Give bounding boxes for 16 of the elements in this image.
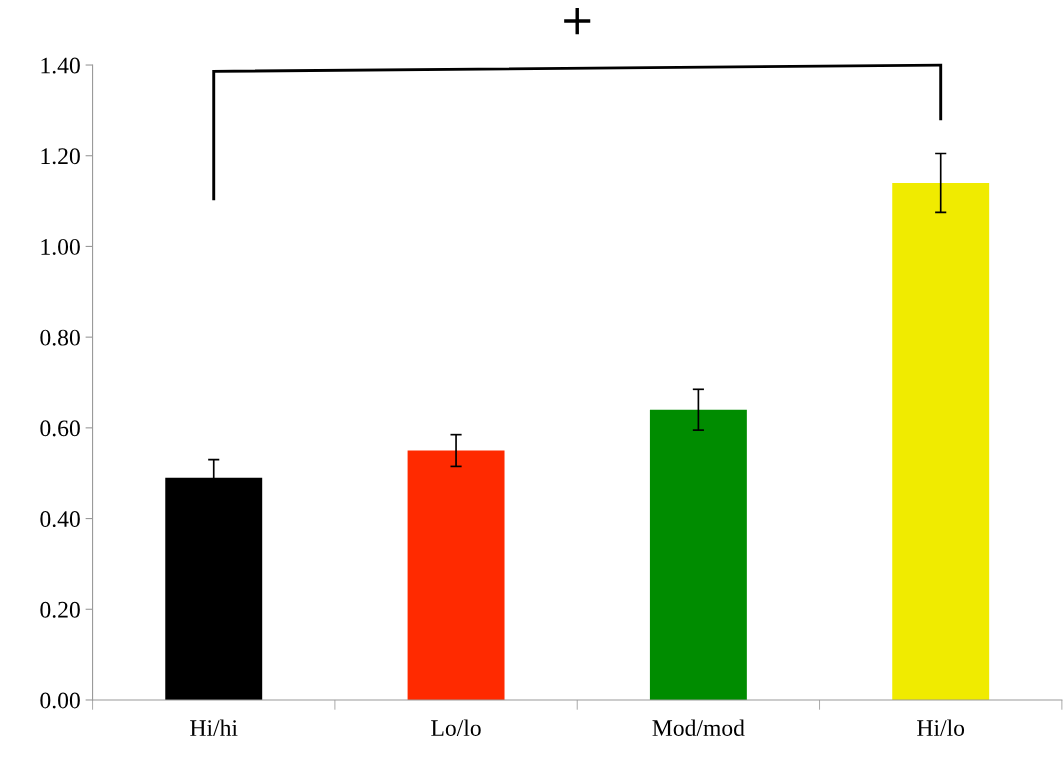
y-tick-label: 1.20 bbox=[41, 148, 80, 165]
x-tick-label: Hi/lo bbox=[917, 719, 965, 737]
text: + bbox=[564, 8, 591, 35]
bar bbox=[649, 409, 747, 700]
y-tick-label: 0.00 bbox=[40, 692, 80, 709]
y-tick-label: 0.20 bbox=[40, 601, 80, 618]
y-tick-label: 1.40 bbox=[41, 57, 80, 74]
bar bbox=[892, 182, 990, 700]
bar bbox=[407, 450, 505, 700]
y-tick-label: 0.40 bbox=[40, 511, 80, 528]
x-tick-label: Hi/hi bbox=[190, 719, 238, 737]
x-tick-label: Mod/mod bbox=[652, 719, 745, 737]
x-tick-label: Lo/lo bbox=[431, 719, 481, 737]
y-tick-label: 0.80 bbox=[40, 329, 80, 346]
y-tick-label: 0.60 bbox=[40, 420, 80, 437]
y-tick-label: 1.00 bbox=[41, 238, 80, 255]
